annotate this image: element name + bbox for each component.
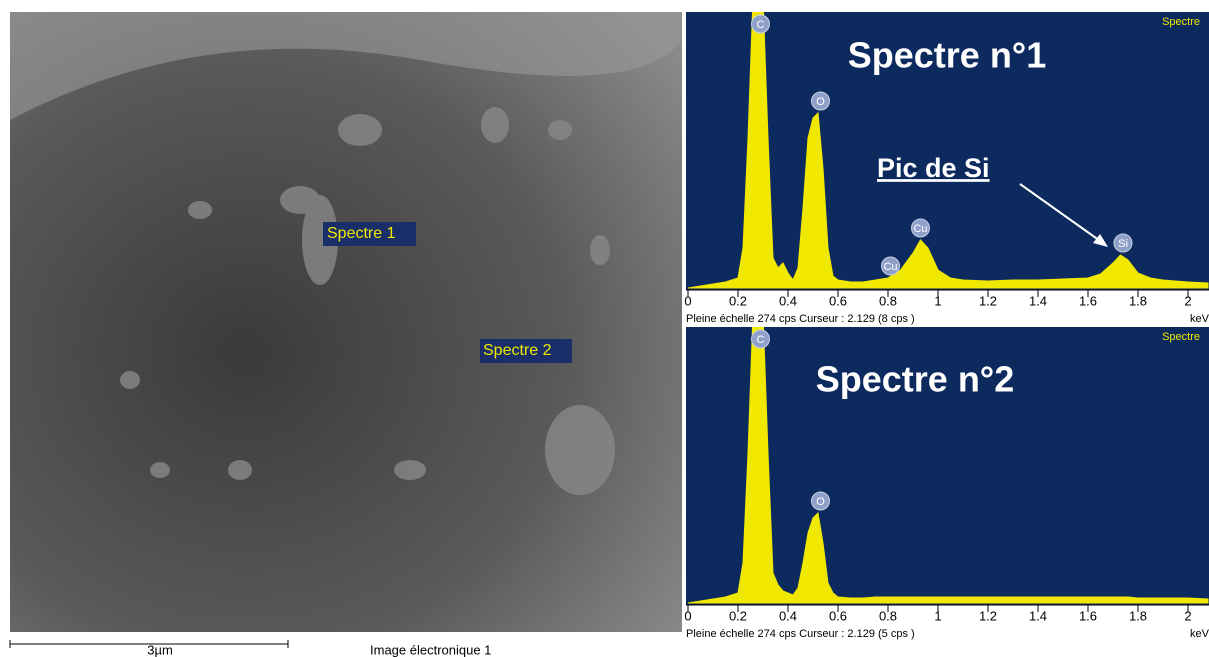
x-tick-label: 0.6 <box>829 293 847 308</box>
caption: Image électronique 1 <box>370 642 491 657</box>
x-tick-label: 1 <box>934 608 941 623</box>
plot-background <box>686 327 1209 605</box>
peak-label: C <box>757 19 765 31</box>
plot-area <box>687 327 1209 604</box>
scale-bar-label: 3µm <box>147 642 173 657</box>
x-tick-label: 1.4 <box>1029 608 1047 623</box>
sem-particles <box>120 107 615 495</box>
peak-marker <box>751 329 770 349</box>
chart-title: Spectre n°1 <box>848 35 1046 76</box>
peak-marker <box>811 491 830 511</box>
corner-label: Spectre <box>1162 16 1200 28</box>
x-tick-label: 1.2 <box>979 608 997 623</box>
corner-label: Spectre <box>1162 331 1200 343</box>
peak-marker <box>911 218 930 238</box>
axis-strip <box>686 605 1209 640</box>
spectrum-label: Spectre 2 <box>483 342 552 359</box>
x-tick-label: 1.2 <box>979 293 997 308</box>
x-tick-label: 0.4 <box>779 293 797 308</box>
spectrum-chart: 0 0.2 0.4 0.6 0.8 1 1.2 1.4 1.6 1.8 2 Pleine échell… <box>684 12 1209 326</box>
spectrum-marker <box>323 222 416 246</box>
x-tick-label: 1.4 <box>1029 293 1047 308</box>
peak-marker <box>811 91 830 111</box>
peak-label: Cu <box>883 261 897 273</box>
plot-area <box>687 12 1209 289</box>
x-tick-label: 0.2 <box>729 293 747 308</box>
chart-title: Spectre n°2 <box>816 359 1014 400</box>
spectrum-area <box>687 327 1209 604</box>
sem-ridge <box>10 12 682 120</box>
x-tick-label: 1.8 <box>1129 608 1147 623</box>
footer: Pleine échelle 274 cps Curseur : 2.129 (… <box>686 313 915 325</box>
axis-strip <box>686 290 1209 326</box>
sem-background <box>10 12 682 632</box>
x-tick-label: 0.6 <box>829 608 847 623</box>
x-tick-label: 0.4 <box>779 608 797 623</box>
annotation-arrow <box>1019 183 1104 244</box>
x-unit: keV <box>1190 313 1209 325</box>
peak-label: Cu <box>913 223 927 235</box>
x-unit: keV <box>1190 628 1209 640</box>
peak-marker <box>1113 233 1133 253</box>
x-tick-label: 1.6 <box>1079 293 1097 308</box>
x-tick-label: 0 <box>684 608 691 623</box>
spectrum-marker <box>480 339 572 363</box>
x-tick-label: 2 <box>1184 293 1191 308</box>
peak-label: Si <box>1118 238 1128 250</box>
x-tick-label: 0.8 <box>879 608 897 623</box>
x-tick-label: 1.8 <box>1129 293 1147 308</box>
x-tick-label: 2 <box>1184 608 1191 623</box>
x-tick-label: 1 <box>934 293 941 308</box>
peak-label: C <box>757 334 765 346</box>
peak-label: O <box>816 96 825 108</box>
sem-image: Spectre 1 Spectre 2 3µm Image électroniq… <box>9 12 682 657</box>
spectrum-chart: 0 0.2 0.4 0.6 0.8 1 1.2 1.4 1.6 1.8 2 Pleine échell… <box>684 327 1209 640</box>
arrow-head <box>1093 234 1108 247</box>
peak-marker <box>881 256 900 276</box>
x-tick-label: 0 <box>684 293 691 308</box>
x-tick-label: 0.2 <box>729 608 747 623</box>
annotation: Pic de Si <box>877 153 990 183</box>
peak-marker <box>751 14 770 34</box>
peak-label: O <box>816 496 825 508</box>
x-tick-label: 0.8 <box>879 293 897 308</box>
footer: Pleine échelle 274 cps Curseur : 2.129 (… <box>686 628 915 640</box>
x-tick-label: 1.6 <box>1079 608 1097 623</box>
spectrum-area <box>687 12 1209 289</box>
spectrum-label: Spectre 1 <box>327 225 396 242</box>
